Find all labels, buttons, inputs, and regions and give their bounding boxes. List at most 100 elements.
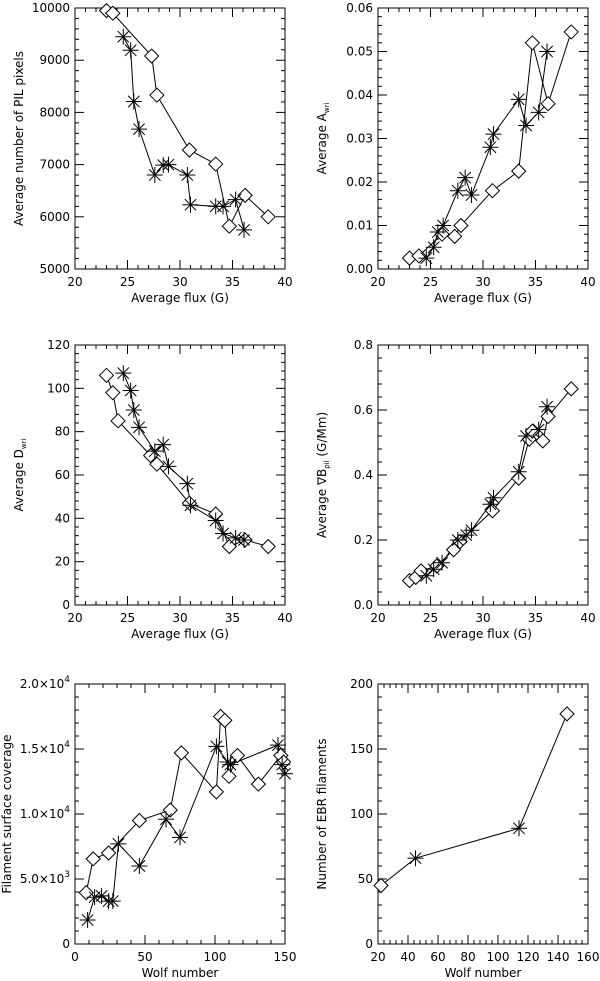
p4-ytick-label: 0.6	[354, 403, 373, 417]
p5-xtick-label: 0	[71, 950, 79, 964]
p3-xtick-label: 35	[225, 611, 240, 625]
p4-ytick-label: 0.0	[354, 598, 373, 612]
p5-diamond-point	[275, 754, 292, 770]
p3-asterisk-stroke	[229, 531, 242, 544]
p4-diamond-point	[484, 503, 501, 519]
p3-asterisk-stroke	[127, 403, 140, 417]
p2-diamond-point	[524, 35, 541, 51]
p5-series-line-diamonds	[85, 715, 285, 893]
p6-xtick-label: 60	[430, 950, 445, 964]
p5-xtick-label: 150	[274, 950, 297, 964]
p1-asterisk-stroke	[157, 159, 170, 172]
p4-diamond-point	[540, 408, 556, 425]
p1-ytick-label: 5000	[39, 262, 70, 276]
p3-asterisk-point	[207, 512, 224, 529]
p3-asterisk-point	[155, 436, 172, 453]
p3-asterisk-stroke	[148, 445, 161, 458]
p3-ytick-label: 0	[62, 598, 70, 612]
p5-asterisk-point	[172, 829, 188, 846]
p5-diamond-point	[162, 802, 178, 818]
p2-diamond-point	[510, 163, 527, 179]
p3-asterisk-point	[115, 365, 132, 382]
p5-axes-frame	[74, 683, 286, 945]
p4-asterisk-point	[449, 532, 466, 548]
p2-ytick-label: 0.01	[346, 219, 373, 233]
p2-asterisk-stroke	[420, 252, 433, 265]
p1-asterisk-stroke	[229, 193, 242, 206]
p3-series-line-diamonds	[106, 375, 269, 548]
p1-asterisk-point	[182, 196, 199, 213]
p1-ytick-label: 8000	[39, 105, 70, 119]
p5-asterisk-point	[277, 765, 293, 782]
p1-ytick-label: 9000	[39, 53, 70, 67]
p5-asterisk-stroke	[106, 895, 119, 908]
p1-diamond-point	[260, 209, 276, 225]
p4-asterisk-stroke	[427, 563, 440, 576]
p4-diamond-point	[524, 423, 541, 439]
p4-asterisk-point	[418, 567, 435, 584]
p6-xtick-label: 80	[460, 950, 475, 964]
p4-asterisk-point	[539, 398, 556, 415]
p6-xtick-label: 160	[577, 950, 600, 964]
p5-asterisk-stroke	[210, 740, 223, 753]
p2-asterisk-point	[482, 139, 499, 156]
p5-asterisk-point	[270, 737, 286, 754]
p2-diamond-point	[411, 248, 427, 264]
p1-asterisk-point	[146, 167, 163, 184]
p2-panel: 20 25 30 35 40 0.00 0.01 0.02 0.03 0.04 0.05 0.06 Av…	[315, 1, 596, 305]
p5-ytick-label: 0	[62, 937, 70, 951]
p1-diamond-point	[143, 48, 160, 64]
p4-ytick-label: 0.4	[354, 468, 373, 482]
p3-diamond-point	[181, 495, 198, 511]
p5-ylabel: Filament surface coverage	[0, 734, 14, 893]
p2-ytick-label: 0.06	[346, 1, 373, 15]
p5-diamond-point	[217, 712, 233, 729]
p5-xtick-label: 50	[137, 950, 152, 964]
p4-asterisk-stroke	[487, 491, 500, 504]
p4-diamond-point	[563, 381, 579, 397]
p4-xlabel: Average flux (G)	[434, 627, 532, 641]
p3-asterisk-point	[236, 532, 253, 548]
p1-ylabel: Average number of PIL pixels	[12, 51, 26, 226]
p1-panel: 20 25 30 35 40 5000 6000 7000 8000 9000 10000 Avera…	[12, 1, 293, 305]
p6-ylabel: Number of EBR filaments	[315, 738, 329, 889]
p4-asterisk-stroke	[512, 465, 525, 478]
p3-ytick-label: 100	[47, 381, 70, 395]
p2-axes-frame	[377, 7, 589, 270]
p1-asterisk-stroke	[181, 169, 194, 182]
p5-xlabel: Wolf number	[142, 966, 219, 980]
p3-diamond-point	[105, 384, 121, 401]
p1-asterisk-stroke	[127, 95, 140, 108]
p1-asterisk-point	[179, 167, 196, 184]
p5-ytick-label: 1.0×104	[20, 805, 70, 821]
p2-diamond-point	[446, 228, 463, 245]
p2-asterisk-stroke	[520, 119, 533, 132]
p2-asterisk-point	[449, 182, 466, 199]
p1-xlabel: Average flux (G)	[131, 291, 229, 305]
p5-asterisk-stroke	[112, 837, 125, 850]
p3-asterisk-stroke	[184, 499, 197, 512]
p3-asterisk-point	[227, 529, 244, 546]
p5-diamond-point	[100, 845, 117, 861]
p3-xtick-label: 20	[67, 611, 82, 625]
p6-ytick-label: 100	[350, 807, 373, 821]
p1-xtick-label: 40	[277, 275, 292, 289]
p2-xtick-label: 20	[370, 275, 385, 289]
p3-diamond-point	[260, 538, 276, 555]
p3-asterisk-point	[125, 402, 142, 418]
p4-asterisk-stroke	[541, 400, 554, 413]
p4-asterisk-point	[425, 561, 442, 578]
p5-asterisk-stroke	[95, 889, 108, 902]
p1-xtick-label: 20	[67, 275, 82, 289]
p4-asterisk-stroke	[420, 569, 433, 582]
p6-axes-frame	[377, 683, 589, 945]
p5-asterisk-stroke	[81, 913, 94, 926]
p6-xlabel: Wolf number	[445, 966, 522, 980]
p2-asterisk-point	[530, 104, 547, 121]
p3-asterisk-stroke	[133, 421, 146, 434]
p4-ytick-label: 0.8	[354, 338, 373, 352]
p6-asterisk-point	[511, 820, 527, 837]
p5-ytick-label: 2.0×104	[20, 675, 70, 691]
p1-asterisk-stroke	[238, 223, 251, 236]
